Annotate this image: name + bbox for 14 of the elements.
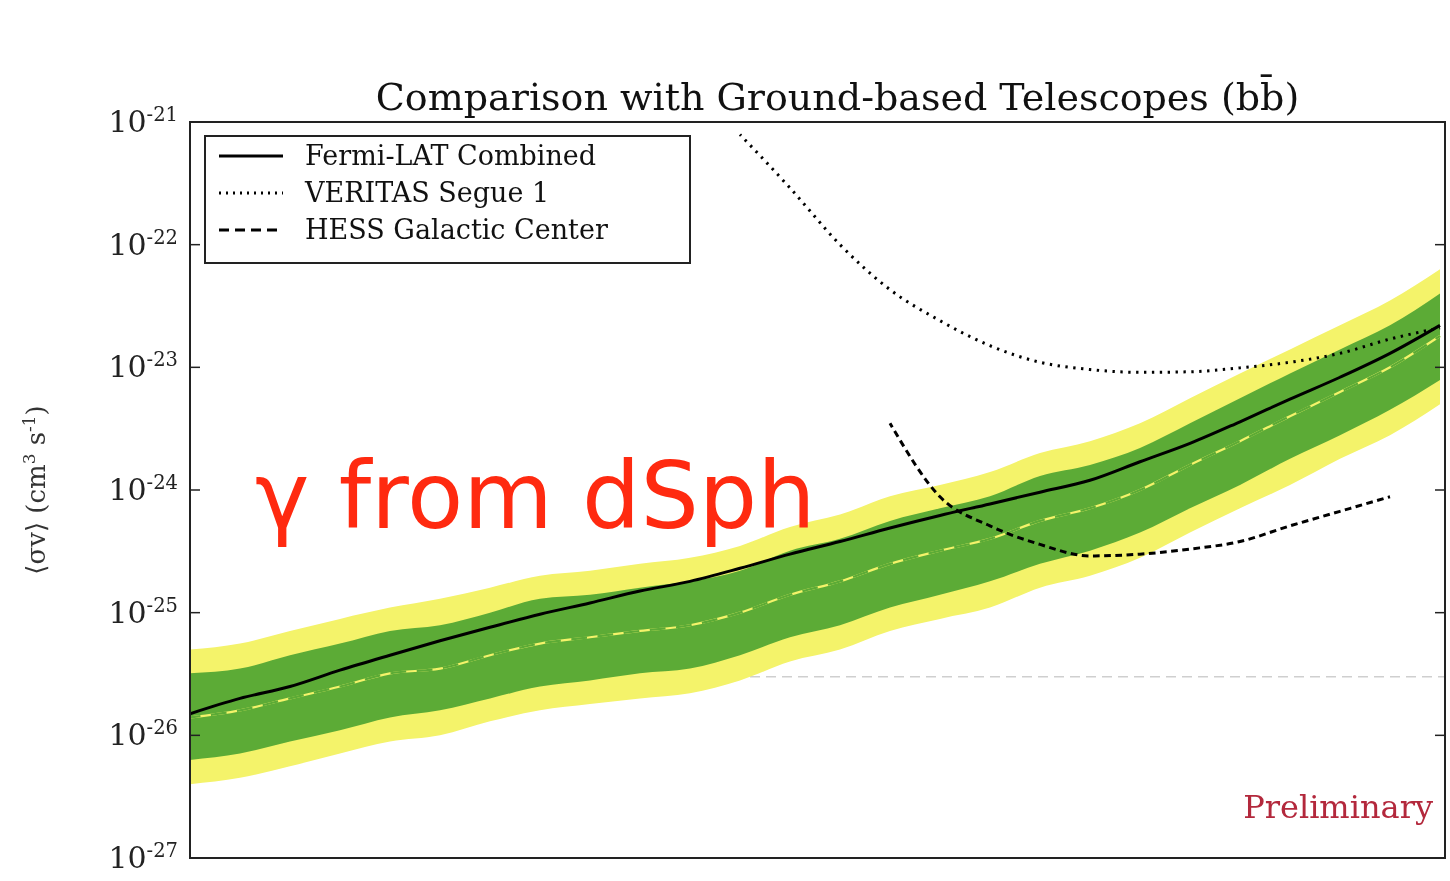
legend-label: HESS Galactic Center	[305, 214, 608, 245]
y-tick-label: 10$^{-23}$	[108, 347, 178, 385]
y-tick-label: 10$^{-27}$	[108, 838, 178, 875]
y-tick-label: 10$^{-24}$	[108, 470, 178, 507]
legend-label: Fermi-LAT Combined	[305, 140, 597, 171]
y-tick-label: 10$^{-21}$	[108, 102, 178, 139]
chart-title: Comparison with Ground-based Telescopes (bb̄)	[375, 73, 1300, 119]
annotation: Preliminary	[1243, 788, 1433, 826]
y-tick-label: 10$^{-26}$	[108, 715, 178, 753]
annotation: γ from dSph	[255, 443, 816, 550]
legend-label: VERITAS Segue 1	[304, 177, 550, 208]
line-series	[888, 421, 1392, 558]
y-tick-label: 10$^{-22}$	[108, 225, 178, 262]
y-tick-label: 10$^{-25}$	[108, 593, 178, 630]
